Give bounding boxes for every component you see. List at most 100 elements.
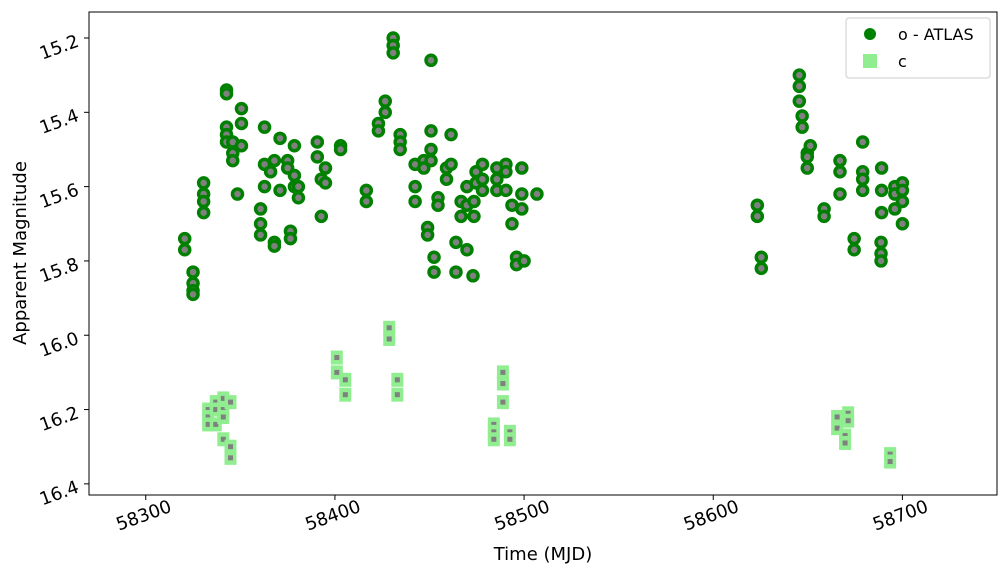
point xyxy=(408,179,422,194)
point xyxy=(333,142,348,157)
y-axis-label: Apparent Magnitude xyxy=(10,161,31,345)
point xyxy=(439,172,454,186)
point xyxy=(847,243,861,257)
point xyxy=(515,161,529,175)
x-tick-label: 58500 xyxy=(492,496,553,535)
point xyxy=(460,243,474,257)
point xyxy=(273,183,287,198)
point-center xyxy=(342,392,348,398)
point xyxy=(267,153,282,168)
point xyxy=(424,124,438,138)
point-center xyxy=(842,433,848,439)
point-center xyxy=(386,325,392,331)
point-center xyxy=(334,355,340,361)
legend: o - ATLAS c xyxy=(845,17,991,79)
point xyxy=(253,217,268,231)
point xyxy=(424,142,438,157)
point-center xyxy=(205,414,211,420)
point xyxy=(427,250,441,264)
point xyxy=(517,254,531,268)
point xyxy=(378,105,392,120)
y-tick-label: 16.2 xyxy=(37,403,82,436)
point xyxy=(874,183,889,198)
legend-box xyxy=(845,17,991,79)
point xyxy=(800,161,815,175)
point xyxy=(234,116,249,131)
point xyxy=(817,209,831,224)
point-center xyxy=(394,392,400,398)
point xyxy=(378,94,392,108)
point xyxy=(454,209,468,224)
point xyxy=(263,165,278,179)
point-center xyxy=(500,399,506,405)
point xyxy=(874,254,888,268)
point-center xyxy=(227,444,233,450)
point xyxy=(314,209,329,224)
point-center xyxy=(887,459,893,465)
point xyxy=(359,183,374,198)
point xyxy=(874,235,888,250)
x-tick-label: 58700 xyxy=(870,496,931,535)
point xyxy=(467,209,481,224)
point xyxy=(792,94,807,108)
point-center xyxy=(491,436,497,442)
point xyxy=(874,161,889,175)
point xyxy=(424,153,438,168)
point-center xyxy=(834,414,840,420)
y-tick-label: 15.2 xyxy=(37,31,82,64)
point xyxy=(803,139,818,153)
point xyxy=(530,187,544,201)
point-center xyxy=(227,455,233,461)
point xyxy=(444,127,458,142)
point-center xyxy=(220,395,226,401)
point xyxy=(234,139,249,153)
point-center xyxy=(842,440,848,446)
point xyxy=(417,161,431,175)
point xyxy=(219,86,234,101)
point xyxy=(386,46,400,60)
point-center xyxy=(227,399,233,405)
point xyxy=(431,198,445,212)
point xyxy=(196,176,211,190)
point xyxy=(196,205,211,220)
y-tick-label: 15.6 xyxy=(37,180,82,213)
point xyxy=(177,243,192,257)
point-center xyxy=(507,429,513,435)
point xyxy=(833,165,847,179)
point xyxy=(833,187,847,201)
point xyxy=(754,250,769,264)
point-center xyxy=(213,421,219,427)
point xyxy=(427,265,441,279)
plot-frame xyxy=(88,11,998,496)
point xyxy=(287,139,302,153)
point xyxy=(177,231,192,246)
point xyxy=(318,176,333,190)
point-center xyxy=(213,399,219,405)
point xyxy=(186,265,200,279)
point xyxy=(475,157,490,172)
point xyxy=(515,187,529,201)
point xyxy=(795,120,809,134)
point xyxy=(393,142,407,157)
point-center xyxy=(334,369,340,375)
legend-label: o - ATLAS xyxy=(898,25,974,44)
legend-label: c xyxy=(898,52,907,71)
point xyxy=(490,172,504,186)
point xyxy=(754,261,769,276)
point xyxy=(226,153,240,168)
point-center xyxy=(205,421,211,427)
legend-marker xyxy=(863,54,877,68)
point xyxy=(895,183,910,198)
point xyxy=(318,161,333,175)
point xyxy=(855,135,870,149)
point-center xyxy=(213,407,219,413)
point-center xyxy=(205,407,211,413)
point xyxy=(196,194,211,209)
point xyxy=(449,265,463,279)
point xyxy=(230,187,245,201)
point-center xyxy=(500,369,506,375)
point-center xyxy=(491,429,497,435)
point-center xyxy=(394,377,400,383)
point-center xyxy=(500,381,506,387)
point xyxy=(267,239,282,253)
